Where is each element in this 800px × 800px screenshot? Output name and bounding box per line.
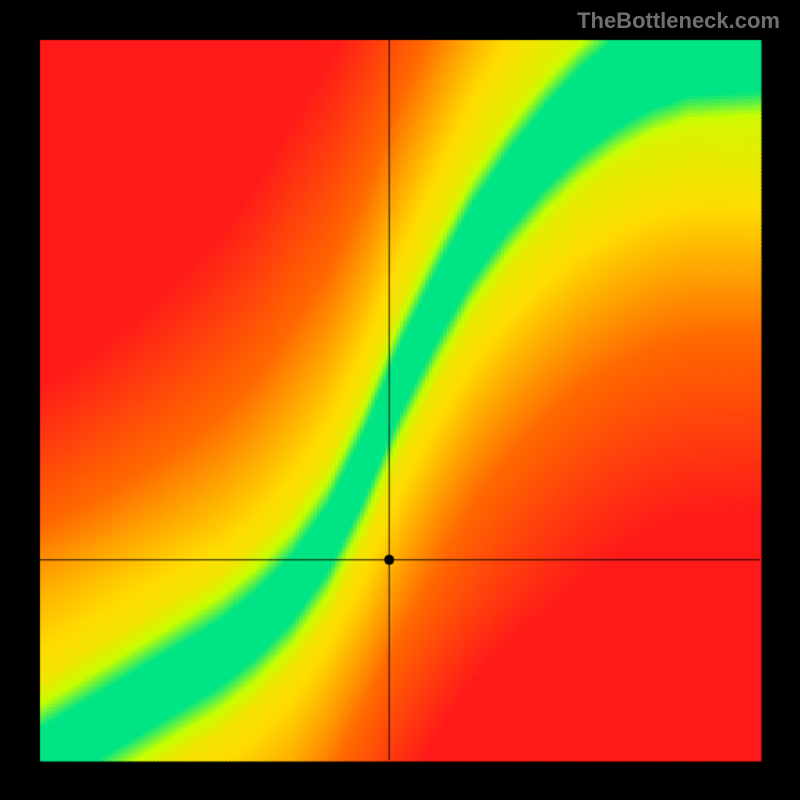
bottleneck-heatmap: [0, 0, 800, 800]
chart-container: TheBottleneck.com: [0, 0, 800, 800]
watermark-text: TheBottleneck.com: [577, 8, 780, 34]
